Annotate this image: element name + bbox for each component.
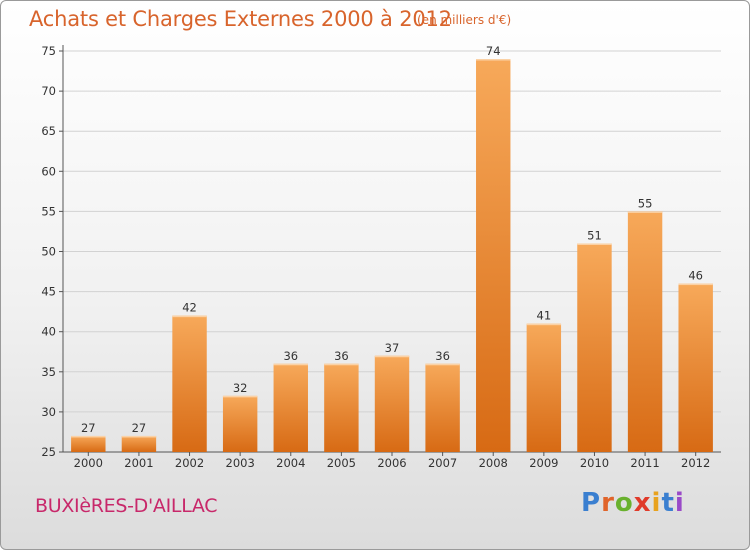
bar-2003	[222, 395, 258, 452]
x-tick-label-2009: 2009	[529, 456, 558, 470]
value-label-2004: 36	[283, 349, 298, 363]
bar-highlight	[172, 315, 207, 318]
x-tick-label-2000: 2000	[74, 456, 103, 470]
y-tick-label: 75	[41, 44, 56, 58]
logo-letter: x	[633, 488, 652, 518]
bar-2010	[577, 243, 612, 452]
y-tick-label: 50	[41, 245, 56, 259]
place-name: BUXIèRES-D'AILLAC	[35, 495, 218, 517]
bar-highlight	[71, 435, 106, 438]
logo-letter: r	[601, 488, 615, 518]
x-tick-label-2004: 2004	[276, 456, 305, 470]
bar-highlight	[222, 395, 258, 398]
bar-highlight	[577, 243, 612, 245]
x-tick-label-2007: 2007	[428, 456, 457, 470]
value-label-2002: 42	[182, 301, 197, 315]
bar-highlight	[324, 363, 359, 366]
value-label-2012: 46	[688, 269, 703, 283]
value-label-2000: 27	[81, 421, 96, 435]
logo-letter: i	[651, 488, 662, 518]
bar-highlight	[678, 283, 713, 286]
y-tick-label: 70	[41, 84, 56, 98]
labels: 25 30 35 40 45 50 55 60 65 70 75 27 2000 27 2001 42 2002…	[41, 44, 710, 470]
bar-2008	[476, 59, 511, 453]
x-tick-label-2012: 2012	[681, 456, 710, 470]
logo-letter: o	[614, 488, 634, 518]
x-tick-label-2008: 2008	[479, 456, 508, 470]
bar-2011	[627, 211, 663, 452]
bars	[71, 59, 713, 453]
x-tick-label-2003: 2003	[226, 456, 255, 470]
bar-2006	[374, 355, 410, 452]
bar-highlight	[273, 363, 308, 366]
x-tick-label-2011: 2011	[630, 456, 659, 470]
bar-2009	[526, 323, 562, 452]
bar-2007	[425, 363, 460, 452]
chart-subtitle: (en milliers d'€)	[417, 13, 512, 27]
y-tick-label: 60	[41, 164, 56, 178]
x-tick-label-2005: 2005	[327, 456, 356, 470]
bar-2004	[273, 363, 308, 452]
value-label-2010: 51	[587, 228, 602, 242]
y-tick-label: 25	[41, 445, 56, 459]
chart-title: Achats et Charges Externes 2000 à 2012	[29, 7, 452, 31]
x-tick-label-2006: 2006	[377, 456, 406, 470]
logo-letter: i	[674, 488, 685, 518]
bar-highlight	[627, 211, 663, 213]
bar-2012	[678, 283, 713, 452]
value-label-2005: 36	[334, 349, 349, 363]
bar-highlight	[121, 435, 157, 438]
x-tick-label-2010: 2010	[580, 456, 609, 470]
bar-2001	[121, 435, 157, 452]
value-label-2008: 74	[486, 44, 501, 58]
value-label-2006: 37	[385, 341, 400, 355]
x-tick-label-2002: 2002	[175, 456, 204, 470]
logo-letter: P	[581, 488, 602, 518]
value-label-2011: 55	[638, 196, 653, 210]
x-tick-label-2001: 2001	[124, 456, 153, 470]
y-tick-label: 55	[41, 204, 56, 218]
bar-2002	[172, 315, 207, 452]
bar-highlight	[425, 363, 460, 366]
bar-2005	[324, 363, 359, 452]
value-label-2001: 27	[132, 421, 147, 435]
proxiti-logo: Proxiti	[581, 488, 685, 518]
bar-2000	[71, 435, 106, 452]
bar-highlight	[476, 59, 511, 61]
y-tick-label: 45	[41, 285, 56, 299]
y-tick-label: 35	[41, 365, 56, 379]
value-label-2009: 41	[537, 309, 552, 323]
y-tick-label: 65	[41, 124, 56, 138]
value-label-2007: 36	[435, 349, 450, 363]
bar-highlight	[526, 323, 562, 326]
logo-letter: t	[661, 488, 675, 518]
y-tick-label: 40	[41, 325, 56, 339]
bar-highlight	[374, 355, 410, 358]
value-label-2003: 32	[233, 381, 248, 395]
y-tick-label: 30	[41, 405, 56, 419]
